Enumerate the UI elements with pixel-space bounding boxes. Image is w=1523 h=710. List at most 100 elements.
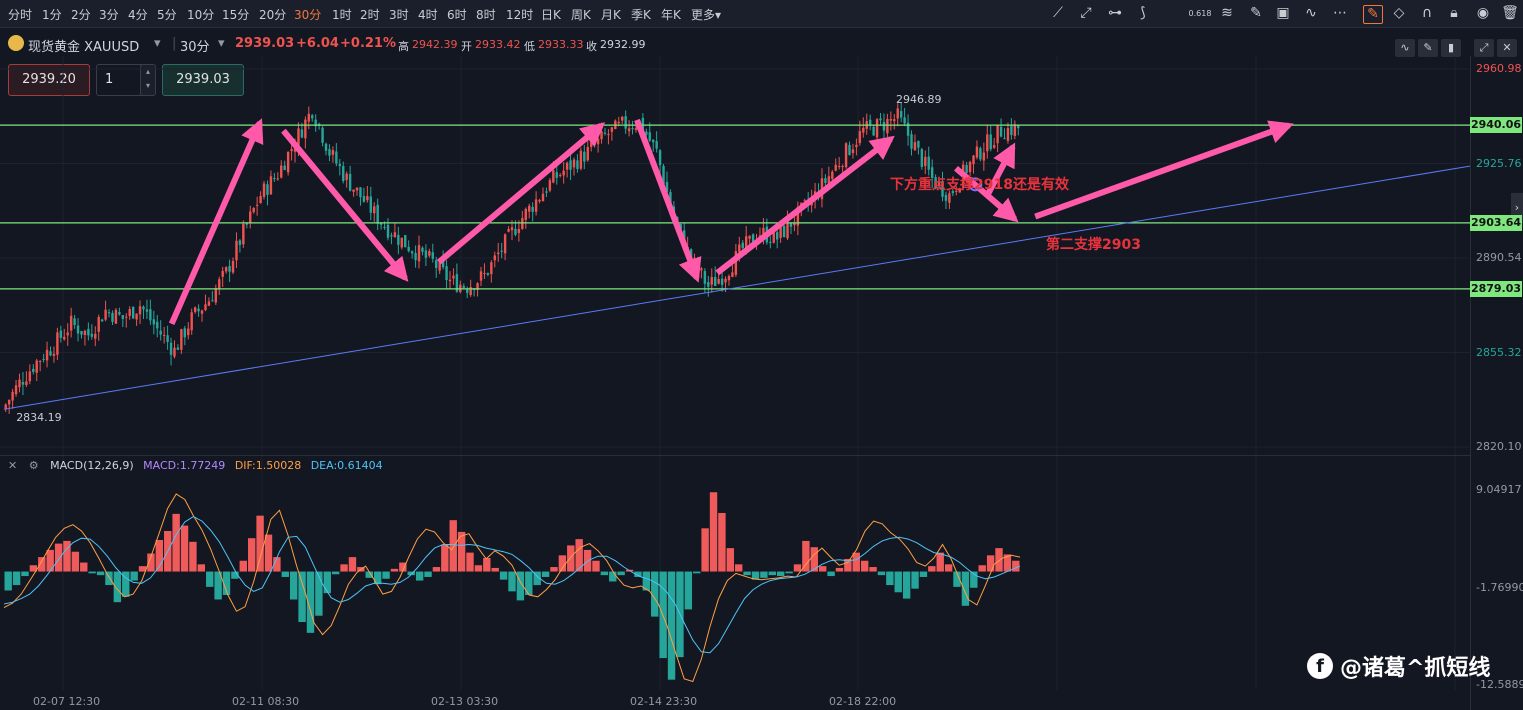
timeframe-0[interactable]: 分时 (8, 8, 33, 22)
timeframe-18[interactable]: 周K (571, 8, 591, 22)
macd-histogram-bar (474, 565, 483, 572)
candle (435, 256, 438, 278)
candle (218, 276, 221, 296)
candle (707, 275, 710, 297)
candle (937, 180, 941, 190)
chart-pattern-icon[interactable]: ∿ (1305, 5, 1317, 21)
candle (538, 198, 541, 204)
candle (731, 264, 734, 278)
ray-icon[interactable]: ⤢ (1080, 5, 1092, 21)
timeframe-19[interactable]: 月K (601, 8, 621, 22)
timeframe-20[interactable]: 季K (631, 8, 651, 22)
candles-icon[interactable]: ▮ (1441, 39, 1461, 57)
candle (913, 134, 917, 151)
trend-arrow[interactable] (715, 135, 895, 276)
chart-canvas[interactable]: 2946.89 2834.19 (0, 0, 1470, 710)
timeframe-15[interactable]: 8时 (476, 8, 496, 22)
lock-icon[interactable]: 🔒︎ (1450, 5, 1458, 21)
macd-histogram-bar (483, 558, 491, 572)
quantity-stepper[interactable]: ▴ ▾ (140, 64, 156, 96)
timeframe-1[interactable]: 1分 (42, 8, 62, 22)
macd-histogram-bar (617, 571, 625, 576)
candle (528, 203, 531, 219)
timeframe-12[interactable]: 3时 (389, 8, 409, 22)
brush-icon[interactable]: ✎ (1250, 5, 1262, 21)
macd-histogram-bar (415, 571, 424, 581)
close-pane-icon[interactable]: ✕ (1497, 39, 1517, 57)
trend-arrow[interactable] (634, 118, 702, 283)
eye-icon[interactable]: ◉ (1476, 5, 1490, 21)
candle (948, 190, 951, 209)
interval-dropdown-icon[interactable]: ▾ (218, 36, 225, 51)
candle (249, 205, 252, 229)
edit-pen-icon[interactable]: ✎ (1418, 39, 1438, 57)
candle (138, 300, 142, 325)
timeframe-5[interactable]: 5分 (157, 8, 177, 22)
symbol-name[interactable]: 现货黄金 XAUUSD (28, 40, 140, 55)
expand-icon[interactable]: ⤢ (1474, 39, 1494, 57)
interval-label[interactable]: 30分 (180, 40, 210, 55)
fan-icon[interactable]: ≋ (1221, 5, 1233, 21)
timeframe-7[interactable]: 15分 (222, 8, 250, 22)
trash-icon[interactable]: 🗑︎ (1501, 5, 1519, 21)
macd-histogram-bar (491, 567, 499, 572)
candle (490, 260, 493, 283)
trend-line[interactable] (3, 165, 1470, 410)
more-icon[interactable]: ⋯ (1333, 5, 1347, 21)
close-indicator-icon[interactable]: ✕ (8, 459, 18, 472)
magnet-icon[interactable]: ∩ (1421, 5, 1433, 21)
candle (362, 187, 366, 203)
symbol-dropdown-icon[interactable]: ▾ (154, 36, 161, 51)
eraser-icon[interactable]: ◇ (1393, 5, 1405, 21)
settings-gear-icon[interactable]: ⚙ (28, 459, 39, 472)
timeframe-9[interactable]: 30分 (294, 8, 322, 22)
trendline-icon[interactable]: ⟋ (1053, 5, 1063, 21)
macd-scale[interactable]: 9.04917 -1.76990 -12.58897 (1470, 456, 1523, 710)
candle (586, 139, 589, 162)
timeframe-2[interactable]: 2分 (71, 8, 91, 22)
macd-histogram-bar (449, 520, 457, 572)
macd-histogram-bar (248, 538, 256, 572)
macd-histogram-bar (222, 571, 231, 595)
timeframe-8[interactable]: 20分 (259, 8, 287, 22)
candle (906, 114, 910, 146)
candle (910, 130, 913, 156)
price-scale[interactable]: 2960.98 2925.76 2890.54 2855.32 2820.10 (1470, 56, 1523, 456)
candle (621, 115, 624, 124)
timeframe-13[interactable]: 4时 (418, 8, 438, 22)
image-icon[interactable]: ▣ (1276, 5, 1290, 21)
timeframe-14[interactable]: 6时 (447, 8, 467, 22)
timeframe-10[interactable]: 1时 (332, 8, 352, 22)
timeframe-17[interactable]: 日K (541, 8, 561, 22)
macd-histogram-bar (113, 571, 122, 603)
candle (121, 314, 125, 328)
timeframe-4[interactable]: 4分 (128, 8, 148, 22)
trend-arrow[interactable] (1034, 120, 1294, 220)
macd-histogram-bar (609, 571, 617, 582)
macd-histogram-bar (348, 557, 357, 572)
candle (665, 171, 669, 193)
annotation-edit-icon[interactable]: ✎ (1363, 5, 1383, 24)
candle (211, 291, 214, 302)
trend-arrow[interactable] (281, 128, 409, 282)
timeframe-6[interactable]: 10分 (187, 8, 215, 22)
candle (286, 151, 290, 176)
trend-arrow[interactable] (984, 142, 1016, 197)
timeframe-11[interactable]: 2时 (360, 8, 380, 22)
candle (393, 223, 397, 238)
candle (376, 198, 379, 231)
trend-arrow[interactable] (168, 118, 264, 326)
candle (35, 358, 38, 382)
candle (982, 142, 986, 171)
horizontal-line-icon[interactable]: ⊶ (1108, 5, 1122, 21)
fibonacci-icon[interactable]: 0.618 (1188, 9, 1212, 18)
timeframe-16[interactable]: 12时 (506, 8, 534, 22)
candle (204, 294, 207, 312)
timeframe-22[interactable]: 更多▾ (691, 8, 722, 22)
dif-line (3, 493, 1021, 683)
path-icon[interactable]: ⟆ (1140, 5, 1146, 21)
indicator-icon[interactable]: ∿ (1395, 39, 1415, 57)
trend-arrow[interactable] (436, 122, 606, 265)
timeframe-3[interactable]: 3分 (99, 8, 119, 22)
timeframe-21[interactable]: 年K (661, 8, 681, 22)
